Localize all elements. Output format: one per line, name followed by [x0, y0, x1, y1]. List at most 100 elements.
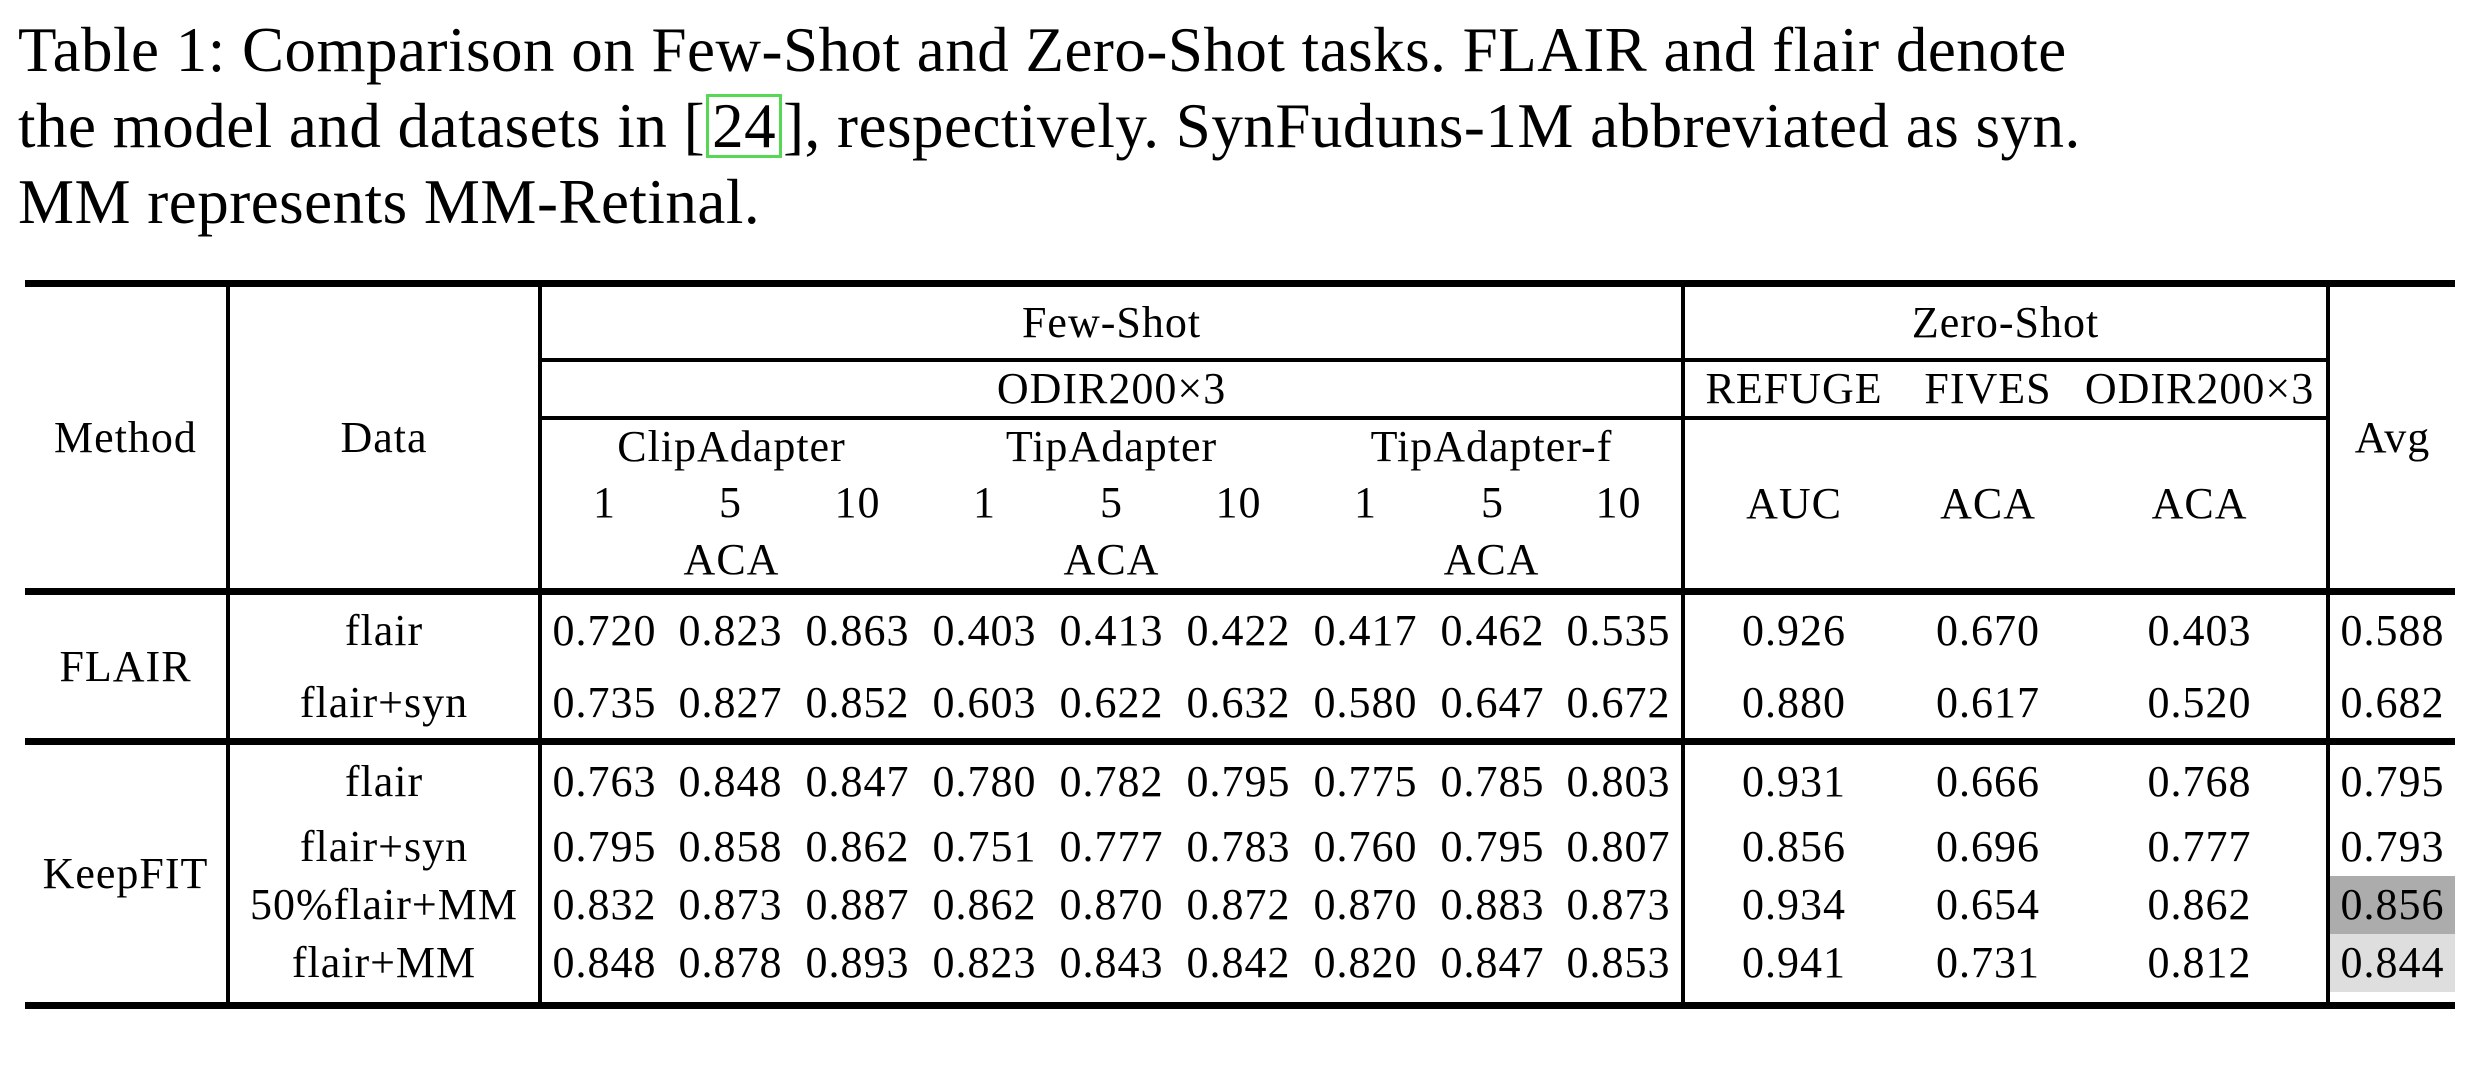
shots-header: 10 — [1215, 478, 1262, 527]
value-cell: 0.731 — [1936, 938, 2041, 987]
value-cell: 0.823 — [678, 606, 783, 656]
shots-header: 10 — [1556, 473, 1686, 532]
table-row: 50%flair+MM 0.832 0.873 0.887 0.862 0.87… — [25, 875, 2456, 934]
value-cell: 0.848 — [552, 938, 657, 987]
caption-line-3: MM represents MM-Retinal. — [18, 164, 2478, 240]
data-label: flair+syn — [228, 666, 542, 742]
caption-text: MM represents MM-Retinal. — [18, 167, 761, 237]
value-cell: 0.887 — [805, 880, 910, 929]
dataset-header-odir200x3: ODIR200×3 — [540, 357, 1686, 420]
metric-header-aca-tipf: ACA — [1302, 531, 1686, 592]
value-cell: 0.858 — [678, 822, 783, 871]
adapter-header-tipadapter-f: TipAdapter-f — [1302, 417, 1686, 474]
header-row-shots: 1 5 10 1 5 10 1 5 10 — [25, 473, 2455, 532]
value-cell: 0.872 — [1186, 880, 1291, 929]
shots-header: 5 — [1481, 478, 1504, 527]
spacer-cell — [228, 991, 542, 1006]
value-cell: 0.873 — [678, 880, 783, 929]
spacer-cell — [2328, 992, 2455, 1006]
shots-header: 5 — [719, 478, 742, 527]
shots-header: 1 — [593, 478, 616, 527]
col-header-few-shot: Few-Shot — [540, 283, 1686, 360]
table-header: Method Data Few-Shot Zero-Shot Avg ODIR2… — [25, 283, 2456, 592]
value-cell: 0.622 — [1059, 677, 1164, 727]
data-label: 50%flair+MM — [228, 875, 542, 934]
value-cell: 0.853 — [1556, 933, 1686, 992]
method-label: KeepFIT — [25, 741, 230, 1006]
value-cell: 0.931 — [1742, 756, 1847, 806]
value-cell: 0.847 — [805, 756, 910, 806]
value-cell: 0.775 — [1313, 756, 1418, 806]
caption-text: the model and datasets in [ — [18, 91, 706, 161]
spacer-cell — [540, 991, 1686, 1006]
table-row: flair+syn 0.735 0.827 0.852 0.603 0.622 … — [25, 666, 2455, 742]
value-cell: 0.795 — [1440, 822, 1545, 871]
value-cell: 0.820 — [1313, 938, 1418, 987]
value-cell: 0.785 — [1440, 756, 1545, 806]
shots-header: 1 — [1354, 478, 1377, 527]
table-row: flair+syn 0.795 0.858 0.862 0.751 0.777 … — [25, 817, 2455, 876]
metric-header-aca-tip: ACA — [1063, 535, 1160, 585]
col-header-zero-shot: Zero-Shot — [1683, 283, 2331, 360]
value-cell: 0.783 — [1186, 822, 1291, 871]
table-row: KeepFIT flair 0.763 0.848 0.847 0.780 0.… — [25, 741, 2455, 1006]
method-label: FLAIR — [25, 591, 230, 742]
header-row-groups: Method Data Few-Shot Zero-Shot Avg — [25, 283, 2455, 592]
dataset-header-fives: FIVES — [1903, 357, 2074, 420]
data-label: flair+syn — [228, 817, 542, 876]
value-cell: 0.654 — [1936, 880, 2041, 929]
value-cell: 0.878 — [678, 938, 783, 987]
value-cell: 0.843 — [1059, 938, 1164, 987]
caption-line-1: Table 1: Comparison on Few-Shot and Zero… — [18, 12, 2478, 88]
value-cell: 0.768 — [2073, 741, 2331, 818]
value-cell: 0.417 — [1313, 606, 1418, 656]
value-cell: 0.832 — [552, 880, 657, 929]
value-cell: 0.852 — [805, 677, 910, 727]
value-cell: 0.856 — [1742, 822, 1847, 871]
value-cell: 0.795 — [552, 822, 657, 871]
value-cell: 0.670 — [1936, 606, 2041, 656]
value-cell: 0.413 — [1059, 606, 1164, 656]
table-caption: Table 1: Comparison on Few-Shot and Zero… — [0, 0, 2478, 240]
method-group-keepfit: KeepFIT flair 0.763 0.848 0.847 0.780 0.… — [25, 741, 2456, 1006]
value-cell: 0.535 — [1556, 591, 1686, 667]
header-row-datasets: ODIR200×3 REFUGE FIVES ODIR200×3 — [25, 357, 2455, 420]
col-header-method: Method — [25, 283, 230, 592]
caption-text: Table 1: Comparison on Few-Shot and Zero… — [18, 15, 2067, 85]
value-cell: 0.580 — [1313, 677, 1418, 727]
value-cell: 0.666 — [1936, 756, 2041, 806]
data-label: flair — [228, 591, 542, 667]
caption-line-2: the model and datasets in [24], respecti… — [18, 88, 2478, 164]
value-cell: 0.941 — [1742, 938, 1847, 987]
value-cell: 0.617 — [1936, 677, 2041, 727]
header-row-adapters: ClipAdapter TipAdapter TipAdapter-f AUC … — [25, 417, 2455, 592]
adapter-header-tipadapter: TipAdapter — [1005, 422, 1218, 471]
value-cell: 0.862 — [932, 880, 1037, 929]
method-group-flair: FLAIR flair 0.720 0.823 0.863 0.403 0.41… — [25, 591, 2455, 742]
value-cell: 0.462 — [1440, 606, 1545, 656]
value-cell: 0.842 — [1186, 938, 1291, 987]
value-cell: 0.893 — [805, 938, 910, 987]
dataset-header-refuge: REFUGE — [1683, 357, 1904, 420]
value-cell: 0.403 — [932, 606, 1037, 656]
value-cell: 0.632 — [1186, 677, 1291, 727]
table-row: flair+MM 0.848 0.878 0.893 0.823 0.843 0… — [25, 933, 2456, 992]
header-row-metric: ACA ACA ACA — [25, 531, 2455, 592]
metric-header-aca-odir: ACA — [2073, 417, 2331, 592]
value-cell: 0.807 — [1556, 817, 1686, 876]
value-cell: 0.926 — [1742, 606, 1847, 656]
value-cell: 0.777 — [2073, 817, 2331, 876]
value-cell: 0.847 — [1440, 938, 1545, 987]
value-cell: 0.777 — [1059, 822, 1164, 871]
shots-header: 1 — [973, 478, 996, 527]
avg-cell: 0.795 — [2340, 756, 2445, 806]
value-cell: 0.720 — [552, 606, 657, 656]
avg-cell: 0.793 — [2340, 822, 2445, 871]
value-cell: 0.696 — [1936, 822, 2041, 871]
data-label: flair — [228, 741, 542, 818]
value-cell: 0.735 — [552, 677, 657, 727]
avg-cell: 0.682 — [2340, 677, 2445, 727]
value-cell: 0.934 — [1742, 880, 1847, 929]
citation-link-24[interactable]: 24 — [706, 94, 783, 158]
spacer-cell — [1683, 991, 2331, 1006]
